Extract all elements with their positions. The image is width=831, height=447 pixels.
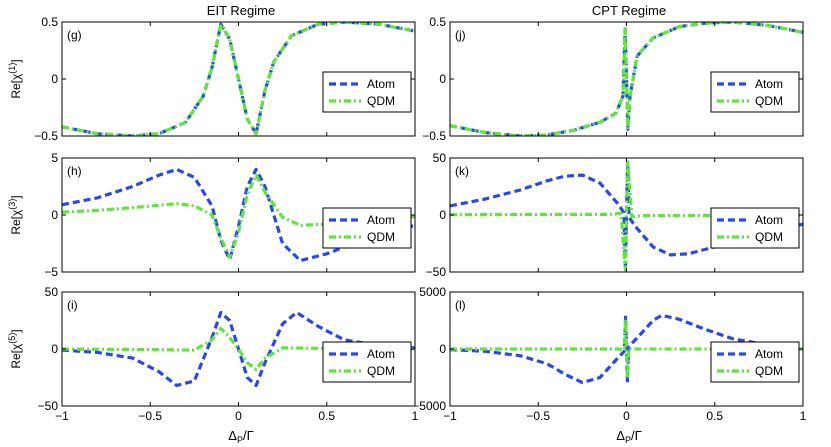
panel-tag-k: (k) [455,164,469,178]
panel-h: −5 0 5 (h) Re[χ(3)] Atom QDM [7,151,416,279]
legend-label-qdm-k: QDM [755,230,783,244]
y-tick-label-j-1: 0 [439,72,446,86]
legend-label-atom-i: Atom [367,347,395,361]
series-line-qdm-g [62,22,415,136]
legend-label-atom-l: Atom [755,347,783,361]
legend-label-qdm-i: QDM [367,364,395,378]
legend-g: Atom QDM [322,71,412,113]
x-tick-label-l-4: 1 [800,409,807,423]
panel-j: −0.5 0 0.5 (j) Atom QDM [422,15,804,143]
y-tick-label-j-2: 0.5 [429,15,446,29]
legend-box-g [322,71,412,113]
series-group-i [62,310,415,388]
y-tick-label-j-0: −0.5 [422,129,446,143]
legend-k: Atom QDM [710,207,800,249]
x-tick-label-i-2: 0 [235,409,242,423]
legend-label-qdm-g: QDM [367,94,395,108]
legend-box-h [322,207,412,249]
legend-box-j [710,71,800,113]
legend-label-qdm-l: QDM [755,364,783,378]
panel-l: −5000 0 5000 −1 −0.5 0 0.5 1 (l) Atom QDM [412,285,806,423]
x-axis-label-left: ΔP/Γ [228,428,253,445]
legend-h: Atom QDM [322,207,412,249]
panel-i: −50 0 50 −1 −0.5 0 0.5 1 (i) Re[χ(5)] Atom QDM [7,285,419,423]
y-tick-label-k-2: 50 [433,151,447,165]
panel-g: −0.5 0 0.5 (g) Re[χ(1)] Atom QDM [7,15,416,143]
x-tick-label-i-3: 0.5 [318,409,335,423]
y-axis-label-i: Re[χ(5)] [7,329,23,368]
y-tick-label-g-0: −0.5 [34,129,58,143]
legend-label-atom-k: Atom [755,213,783,227]
y-tick-label-h-1: 0 [51,208,58,222]
x-axis-label-right: ΔP/Γ [616,428,641,445]
y-tick-label-k-1: 0 [439,208,446,222]
series-group-j [450,22,803,136]
y-tick-label-g-1: 0 [51,72,58,86]
panel-tag-i: (i) [67,298,78,312]
y-tick-label-g-2: 0.5 [41,15,58,29]
legend-label-qdm-j: QDM [755,94,783,108]
x-tick-label-i-0: −1 [55,409,69,423]
y-tick-label-l-2: 5000 [419,285,446,299]
x-tick-label-i-1: −0.5 [138,409,162,423]
series-group-h [62,167,415,263]
series-group-g [62,22,415,136]
legend-box-i [322,341,412,383]
series-line-qdm-j [450,22,803,136]
legend-label-qdm-h: QDM [367,230,395,244]
y-tick-label-h-2: 5 [51,151,58,165]
y-tick-label-l-0: −5000 [412,399,446,413]
x-tick-label-i-4: 1 [412,409,419,423]
y-tick-label-l-1: 0 [439,342,446,356]
legend-box-l [710,341,800,383]
legend-label-atom-h: Atom [367,213,395,227]
panel-tag-l: (l) [455,298,466,312]
panel-k: −50 0 50 (k) Atom QDM [426,151,804,279]
column-title-cpt: CPT Regime [592,3,666,18]
x-tick-label-l-2: 0 [623,409,630,423]
y-tick-label-i-0: −50 [38,399,59,413]
legend-l: Atom QDM [710,341,800,383]
series-line-atom-i [62,310,415,388]
x-tick-label-l-0: −1 [443,409,457,423]
legend-box-k [710,207,800,249]
y-tick-label-i-2: 50 [45,285,59,299]
series-group-k [450,158,803,272]
legend-i: Atom QDM [322,341,412,383]
series-line-qdm-i [62,326,415,372]
y-tick-label-k-0: −50 [426,265,447,279]
column-title-eit: EIT Regime [207,3,275,18]
x-tick-label-l-3: 0.5 [706,409,723,423]
legend-label-atom-g: Atom [367,77,395,91]
y-axis-label-h: Re[χ(3)] [7,195,23,234]
y-tick-label-i-1: 0 [51,342,58,356]
legend-label-atom-j: Atom [755,77,783,91]
series-line-qdm-k [450,158,803,272]
panel-tag-j: (j) [455,28,466,42]
x-tick-label-l-1: −0.5 [526,409,550,423]
series-line-atom-l [450,313,803,385]
series-line-qdm-l [450,317,803,381]
y-axis-label-g: Re[χ(1)] [7,59,23,98]
series-group-l [450,313,803,385]
y-tick-label-h-0: −5 [44,265,58,279]
panel-tag-h: (h) [67,164,82,178]
series-line-qdm-h [62,173,415,259]
panel-tag-g: (g) [67,28,82,42]
legend-j: Atom QDM [710,71,800,113]
plot-panels: −0.5 0 0.5 (g) Re[χ(1)] Atom QDM −0.5 0 0.5 (j) Ato… [7,15,807,423]
